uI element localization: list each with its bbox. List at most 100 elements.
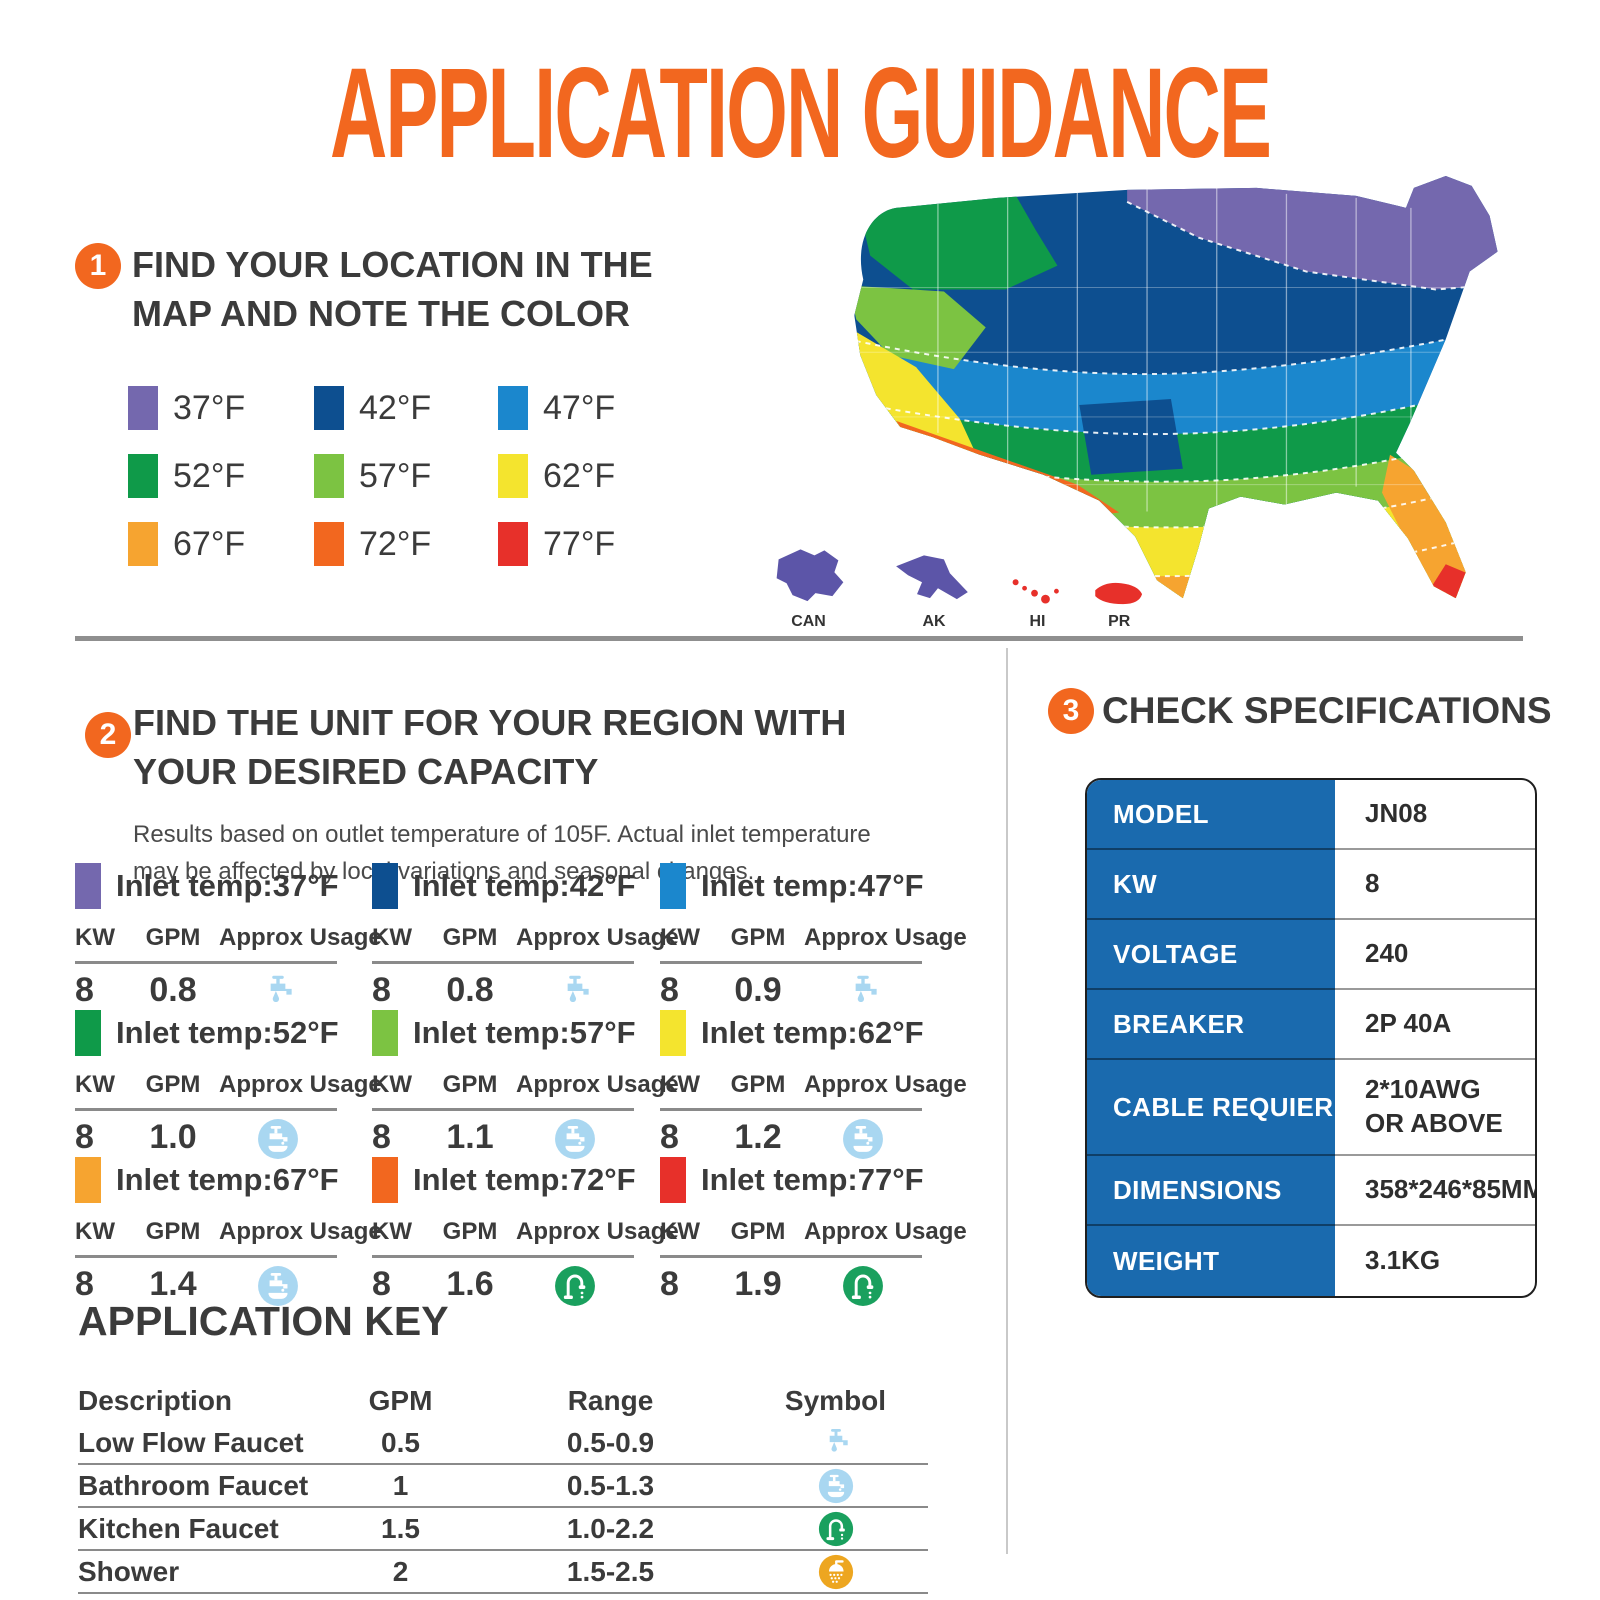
spec-value: 3.1KG	[1365, 1245, 1441, 1276]
unit-gpm: 0.8	[149, 971, 197, 1009]
spec-row-breaker: BREAKER 2P 40A	[1087, 990, 1535, 1060]
unit-col-headers: KW GPM Approx Usage	[75, 1071, 382, 1111]
unit-title: Inlet temp:72°F	[413, 1162, 636, 1197]
legend-temp: 37°F	[173, 388, 246, 427]
unit-table-42f: Inlet temp:42°F KW GPM Approx Usage 8 0.8	[372, 860, 679, 1013]
unit-title: Inlet temp:52°F	[116, 1015, 339, 1050]
spec-label: CABLE REQUIERD	[1087, 1060, 1352, 1156]
key-header-symbol: Symbol	[784, 1385, 887, 1416]
unit-title: Inlet temp:67°F	[116, 1162, 339, 1197]
map-insets: CAN AK HI PR	[776, 549, 1143, 630]
legend-swatch	[498, 522, 528, 566]
horizontal-divider	[75, 636, 1523, 641]
legend-swatch	[314, 454, 344, 498]
step-1-heading-line2: MAP AND NOTE THE COLOR	[132, 293, 631, 334]
unit-swatch	[660, 1157, 686, 1203]
spec-row-weight: WEIGHT 3.1KG	[1087, 1226, 1535, 1296]
unit-kw: 8	[75, 1118, 94, 1156]
spec-label: BREAKER	[1087, 990, 1335, 1060]
unit-gpm: 1.0	[149, 1118, 197, 1156]
application-key-table: Description GPM Range Symbol Low Flow Fa…	[78, 1382, 928, 1594]
step-2-note-line2: may be affected by local variations and …	[133, 858, 755, 885]
legend-swatch	[498, 386, 528, 430]
key-gpm: 1.5	[381, 1512, 420, 1544]
key-row-kitchen-faucet: Kitchen Faucet 1.5 1.0-2.2	[78, 1508, 928, 1551]
key-row-low-flow-faucet: Low Flow Faucet 0.5 0.5-0.9	[78, 1422, 928, 1465]
spec-row-cable: CABLE REQUIERD 2*10AWG OR ABOVE	[1087, 1060, 1535, 1156]
spec-value: 8	[1335, 850, 1535, 920]
unit-col-headers: KW GPM Approx Usage	[660, 1218, 967, 1258]
key-row-shower: Shower 2 1.5-2.5	[78, 1551, 928, 1594]
us-temperature-zone-map: CAN AK HI PR	[748, 168, 1566, 636]
step-2-note: Results based on outlet temperature of 1…	[133, 816, 871, 890]
unit-col-headers: KW GPM Approx Usage	[372, 1218, 679, 1258]
spec-value: 2*10AWG OR ABOVE	[1335, 1060, 1535, 1156]
legend-swatch	[128, 522, 158, 566]
spec-label: KW	[1087, 850, 1335, 920]
unit-kw: 8	[75, 1265, 94, 1303]
legend-swatch	[128, 386, 158, 430]
unit-table-57f: Inlet temp:57°F KW GPM Approx Usage 8 1.1	[372, 1007, 679, 1160]
unit-col-headers: KW GPM Approx Usage	[372, 924, 679, 964]
unit-col-headers: KW GPM Approx Usage	[372, 1071, 679, 1111]
unit-swatch	[75, 1157, 101, 1203]
key-description: Shower	[78, 1555, 180, 1587]
spec-row-dimensions: DIMENSIONS 358*246*85MM	[1087, 1156, 1535, 1226]
key-range: 0.5-0.9	[566, 1426, 655, 1458]
spec-row-voltage: VOLTAGE 240	[1087, 920, 1535, 990]
unit-table-62f: Inlet temp:62°F KW GPM Approx Usage 8 1.2	[660, 1007, 967, 1160]
legend-temp: 52°F	[173, 456, 246, 495]
legend-temp: 62°F	[543, 456, 616, 495]
unit-kw: 8	[372, 1118, 391, 1156]
unit-gpm: 1.1	[446, 1118, 494, 1156]
spec-label: DIMENSIONS	[1087, 1156, 1335, 1226]
legend-item: 62°F	[498, 442, 682, 510]
legend-temp: 57°F	[359, 456, 432, 495]
kitchen-faucet-icon	[804, 1265, 922, 1307]
legend-item: 42°F	[314, 374, 498, 442]
unit-swatch	[75, 863, 101, 909]
unit-gpm: 1.4	[149, 1265, 197, 1303]
hawaii-inset	[1012, 579, 1059, 604]
key-range: 0.5-1.3	[566, 1469, 655, 1501]
spec-label: VOLTAGE	[1087, 920, 1335, 990]
unit-gpm: 1.9	[734, 1265, 782, 1303]
key-gpm: 2	[392, 1555, 409, 1587]
unit-col-headers: KW GPM Approx Usage	[75, 1218, 382, 1258]
unit-table-37f: Inlet temp:37°F KW GPM Approx Usage 8 0.8	[75, 860, 382, 1013]
step-2-heading: FIND THE UNIT FOR YOUR REGION WITH YOUR …	[133, 698, 846, 796]
step-3-number: 3	[1048, 688, 1094, 734]
spec-label: MODEL	[1087, 780, 1335, 850]
unit-table-47f: Inlet temp:47°F KW GPM Approx Usage 8 0.9	[660, 860, 967, 1013]
unit-gpm: 0.8	[446, 971, 494, 1009]
low-flow-faucet-icon	[743, 1425, 928, 1461]
legend-item: 57°F	[314, 442, 498, 510]
puerto-rico-label: PR	[1108, 613, 1131, 630]
temperature-legend: 37°F 42°F 47°F 52°F 57°F 62°F 67°F 72°F …	[128, 374, 682, 578]
spec-value: JN08	[1335, 780, 1535, 850]
key-header-description: Description	[78, 1385, 233, 1416]
unit-kw: 8	[660, 1118, 679, 1156]
alaska-inset	[896, 555, 968, 600]
unit-kw: 8	[75, 971, 94, 1009]
spec-row-kw: KW 8	[1087, 850, 1535, 920]
legend-swatch	[128, 454, 158, 498]
key-gpm: 1	[392, 1469, 409, 1501]
spec-label: WEIGHT	[1087, 1226, 1335, 1296]
key-gpm: 0.5	[381, 1426, 420, 1458]
kitchen-faucet-icon	[743, 1511, 928, 1547]
unit-kw: 8	[372, 971, 391, 1009]
unit-title: Inlet temp:47°F	[701, 868, 924, 903]
canada-label: CAN	[791, 613, 826, 630]
legend-swatch	[498, 454, 528, 498]
us-map-svg: CAN AK HI PR	[776, 175, 1498, 630]
key-header-range: Range	[567, 1385, 654, 1416]
alaska-label: AK	[922, 613, 945, 630]
legend-item: 67°F	[128, 510, 314, 578]
key-description: Low Flow Faucet	[78, 1426, 304, 1458]
key-header-row: Description GPM Range Symbol	[78, 1382, 928, 1420]
shower-icon	[743, 1554, 928, 1590]
puerto-rico-inset	[1095, 582, 1143, 605]
legend-swatch	[314, 386, 344, 430]
unit-swatch	[372, 1157, 398, 1203]
